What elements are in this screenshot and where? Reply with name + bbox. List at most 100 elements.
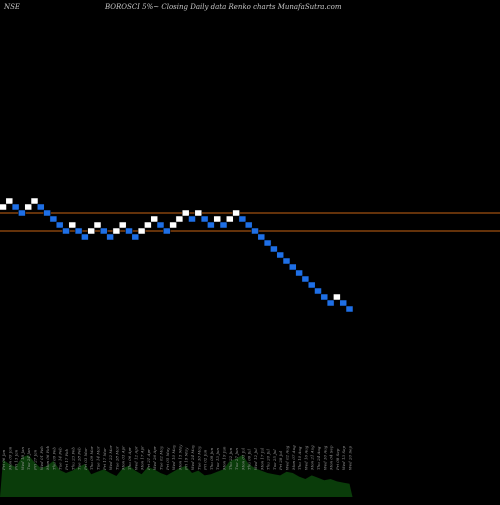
- date-label: Thu 08 Jun: [209, 447, 214, 470]
- date-label: Fri 19 May: [184, 447, 189, 471]
- date-label: Wed 02 Aug: [285, 445, 290, 470]
- date-label: Wed 16 Aug: [303, 445, 308, 470]
- renko-brick-up: [175, 215, 184, 223]
- renko-brick-down: [219, 221, 228, 229]
- renko-brick-down: [314, 287, 322, 295]
- renko-brick-down: [156, 221, 165, 229]
- date-label: Thu 09 Mar: [89, 445, 94, 470]
- date-label: Mon 15 May: [177, 444, 182, 471]
- date-label: Fri 21 Apr: [146, 448, 151, 471]
- renko-brick-down: [238, 215, 247, 223]
- renko-brick-up: [87, 227, 95, 235]
- renko-brick-down: [244, 221, 253, 229]
- date-label: Tue 13 Jun: [215, 448, 220, 470]
- date-label: Wed 10 May: [171, 444, 176, 470]
- date-label: Mon 03 Jul: [240, 447, 245, 471]
- renko-brick-down: [106, 233, 114, 241]
- renko-brick-up: [333, 293, 341, 301]
- renko-brick-down: [207, 221, 215, 229]
- renko-brick-down: [301, 275, 310, 283]
- renko-brick-down: [163, 227, 171, 235]
- renko-brick-up: [226, 215, 234, 223]
- renko-brick-up: [144, 221, 152, 229]
- chart-title: BOROSCI 5%~ Closing Daily data Renko cha…: [105, 3, 342, 11]
- date-label: Wed 01 Feb: [39, 446, 44, 470]
- date-label: Mon 17 Jul: [259, 447, 264, 471]
- date-label: Fri 13 Jan: [14, 449, 19, 471]
- date-label: Tue 28 Mar: [114, 445, 119, 470]
- date-label: Wed 13 Sep: [341, 446, 346, 470]
- renko-brick-down: [257, 233, 266, 241]
- date-label: Thu 24 Aug: [316, 446, 321, 470]
- renko-brick-up: [232, 209, 240, 217]
- date-label: Tue 02 May: [159, 445, 164, 470]
- renko-brick-up: [213, 215, 221, 223]
- renko-brick-down: [276, 251, 284, 259]
- renko-brick-up: [0, 203, 7, 211]
- date-label: Wed 12 Apr: [133, 445, 138, 470]
- renko-brick-up: [24, 203, 32, 211]
- renko-brick-down: [188, 215, 196, 223]
- renko-brick-down: [74, 227, 83, 235]
- renko-brick-up: [68, 221, 77, 229]
- renko-brick-down: [62, 227, 70, 235]
- date-label: Mon 04 Sep: [329, 445, 334, 471]
- date-label: Tue 24 Jan: [26, 448, 31, 470]
- date-label: Tue 30 May: [196, 445, 201, 470]
- date-label: Thu 22 Jun: [228, 447, 233, 470]
- renko-brick-down: [251, 227, 259, 235]
- renko-brick-down: [125, 227, 133, 235]
- date-label: Thu 10 Aug: [297, 446, 302, 470]
- date-label: Fri 03 Mar: [83, 447, 88, 471]
- renko-brick-up: [118, 221, 127, 229]
- date-label: Tue 14 Mar: [96, 445, 101, 470]
- renko-brick-down: [131, 233, 140, 241]
- renko-brick-up: [194, 209, 203, 217]
- date-label: Mon 06 Feb: [45, 445, 50, 471]
- date-label: Fri 17 Feb: [64, 448, 69, 471]
- renko-brick-down: [282, 257, 291, 265]
- renko-brick-down: [55, 221, 64, 229]
- date-label: Fri 17 Mar: [102, 447, 107, 471]
- renko-brick-up: [150, 215, 158, 223]
- date-label: Mon 07 Aug: [291, 445, 296, 471]
- volume-area: [0, 455, 353, 497]
- renko-brick-down: [345, 305, 354, 313]
- renko-brick-up: [181, 209, 190, 217]
- date-label: Thu 06 Jul: [247, 448, 252, 470]
- renko-brick-up: [5, 197, 14, 205]
- renko-brick-down: [43, 209, 51, 217]
- date-label: Fri 02 Jun: [203, 449, 208, 471]
- date-label: Tue 28 Feb: [77, 447, 82, 470]
- renko-brick-down: [320, 293, 329, 301]
- date-label: Mon 19 Jun: [222, 446, 227, 471]
- date-label: Wed 26 Apr: [152, 445, 157, 470]
- date-label: Fri 05 May: [165, 447, 170, 471]
- exchange-label: NSE: [4, 3, 21, 11]
- renko-brick-down: [18, 209, 26, 217]
- date-label: Mon 21 Aug: [310, 445, 315, 471]
- date-label: Tue 25 Jul: [272, 449, 277, 470]
- date-label: Wed 12 Jul: [253, 447, 258, 470]
- renko-brick-up: [137, 227, 146, 235]
- date-label: Tue 27 Jun: [234, 448, 239, 470]
- renko-brick-down: [270, 245, 278, 253]
- renko-brick-up: [169, 221, 177, 229]
- date-label: Thu 09 Feb: [51, 447, 56, 470]
- date-label: Tue 14 Feb: [58, 447, 63, 470]
- date-label: Thu 23 Feb: [70, 447, 75, 470]
- renko-brick-down: [49, 215, 58, 223]
- renko-brick-down: [339, 299, 347, 307]
- renko-brick-down: [295, 269, 303, 277]
- renko-brick-down: [200, 215, 209, 223]
- renko-brick-down: [326, 299, 335, 307]
- date-label: Mon 03 Apr: [121, 445, 126, 471]
- date-label: Wed 30 Aug: [322, 445, 327, 470]
- renko-brick-down: [289, 263, 297, 271]
- renko-brick-down: [263, 239, 272, 247]
- date-label: Thu 06 Apr: [127, 446, 132, 470]
- date-label: Wed 24 May: [190, 444, 195, 470]
- date-label: Fri 27 Jan: [33, 449, 38, 471]
